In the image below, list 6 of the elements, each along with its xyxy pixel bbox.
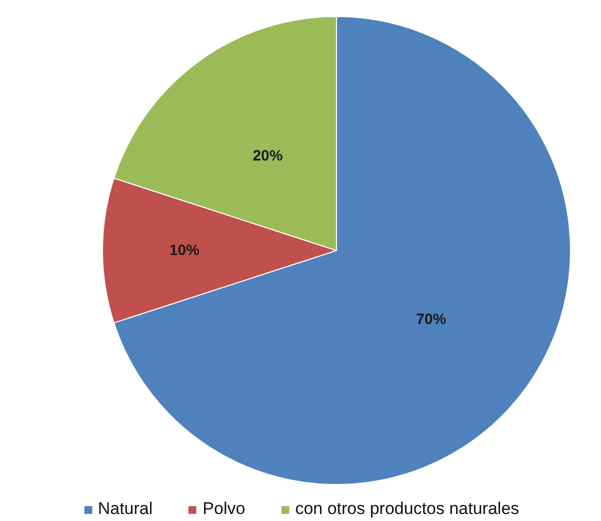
legend-label: con otros productos naturales — [295, 499, 520, 519]
data-label: 70% — [416, 310, 446, 328]
data-label: 20% — [252, 147, 283, 164]
data-label: 10% — [169, 242, 200, 259]
legend-label: Natural — [98, 499, 153, 519]
legend-label: Polvo — [202, 499, 246, 519]
